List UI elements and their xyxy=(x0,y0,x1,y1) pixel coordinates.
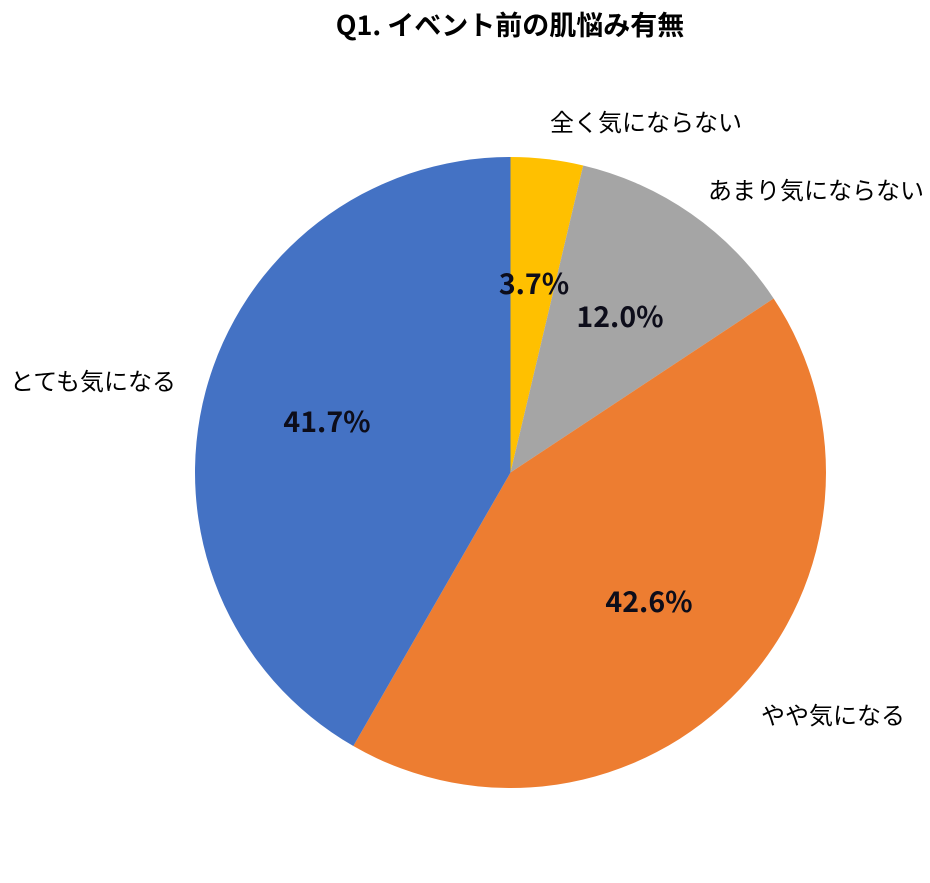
svg-text:あまり気にならない: あまり気にならない xyxy=(708,171,924,206)
svg-text:とても気になる: とても気になる xyxy=(10,362,176,397)
svg-text:41.7%: 41.7% xyxy=(283,400,370,441)
svg-text:3.7%: 3.7% xyxy=(499,262,569,303)
svg-text:全く気にならない: 全く気にならない xyxy=(550,103,742,138)
svg-text:やや気になる: やや気になる xyxy=(761,696,905,731)
svg-text:42.6%: 42.6% xyxy=(605,580,692,621)
svg-text:12.0%: 12.0% xyxy=(576,295,663,336)
